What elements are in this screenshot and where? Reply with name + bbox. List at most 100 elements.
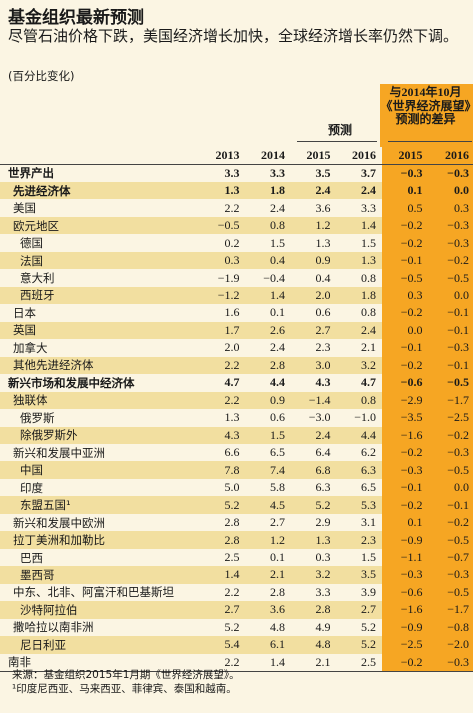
table-cell: 2.2: [224, 584, 240, 599]
table-cell: −0.8: [428, 618, 473, 637]
table-cell: 5.2: [361, 619, 376, 634]
row-label: 新兴和发展中欧洲: [13, 515, 105, 530]
table-cell: 1.3: [291, 531, 337, 549]
table-row: 墨西哥 1.4 2.1 3.2 3.5 −0.3 −0.3: [0, 566, 473, 584]
table-cell: 2.0: [224, 340, 240, 355]
table-cell: 6.2: [361, 445, 376, 460]
table-cell: 4.7: [361, 375, 376, 390]
table-cell: −0.3: [428, 216, 473, 235]
table-cell: 3.3: [315, 584, 331, 599]
footnote: ¹印度尼西亚、马来西亚、菲律宾、泰国和越南。: [12, 683, 237, 695]
row-label: 南非: [0, 653, 200, 672]
column-header: 2014: [245, 147, 291, 165]
forecast-header: 预测: [327, 123, 352, 137]
table-cell: 2.8: [245, 356, 291, 375]
table-cell: 0.6: [270, 410, 285, 425]
table-cell: 2.9: [315, 515, 331, 530]
table-cell: 3.6: [245, 601, 291, 619]
table-cell: 4.3: [200, 426, 246, 444]
table-cell: −0.3: [428, 653, 473, 672]
table-row: 俄罗斯 1.3 0.6 −3.0 −1.0 −3.5 −2.5: [0, 409, 473, 427]
table-cell: −0.2: [382, 443, 429, 462]
table-cell: 1.4: [336, 216, 382, 235]
table-cell: 0.5: [382, 199, 429, 217]
row-label: 东盟五国¹: [0, 496, 200, 514]
column-header: 2016: [336, 147, 382, 165]
table-cell: −0.6: [382, 374, 429, 392]
table-cell: −0.2: [382, 496, 429, 514]
table-cell: 0.1: [270, 305, 285, 320]
table-cell: −2.5: [428, 409, 473, 427]
row-label: 德国: [20, 236, 43, 251]
table-cell: 3.9: [361, 584, 376, 599]
table-cell: 5.8: [270, 480, 285, 495]
table-cell: −2.9: [382, 391, 429, 410]
table-row: 巴西 2.5 0.1 0.3 1.5 −1.1 −0.7: [0, 548, 473, 567]
column-header: 2015: [291, 147, 337, 165]
table-cell: 0.9: [245, 391, 291, 410]
table-cell: 2.2: [200, 653, 246, 672]
row-label: 印度: [20, 480, 43, 495]
table-row: 新兴市场和发展中经济体 4.7 4.4 4.3 4.7 −0.6 −0.5: [0, 374, 473, 392]
table-cell: 4.9: [315, 619, 331, 634]
table-cell: 2.2: [200, 356, 246, 375]
table-cell: −0.3: [382, 164, 429, 182]
table-cell: 0.8: [361, 305, 376, 320]
table-row: 日本 1.6 0.1 0.6 0.8 −0.2 −0.1: [0, 304, 473, 322]
table-cell: −0.1: [382, 251, 429, 270]
table-cell: −1.2: [200, 286, 246, 305]
table-cell: 1.4: [200, 566, 246, 584]
table-cell: −2.0: [428, 636, 473, 654]
table-row: 英国 1.7 2.6 2.7 2.4 0.0 −0.1: [0, 321, 473, 340]
table-cell: 4.8: [270, 619, 285, 634]
table-cell: 2.5: [224, 550, 240, 565]
table-cell: 2.1: [361, 340, 376, 355]
table-cell: 0.8: [361, 270, 376, 285]
table-row: 南非 2.2 1.4 2.1 2.5 −0.2 −0.3: [0, 653, 473, 672]
table-cell: 6.5: [361, 480, 376, 495]
table-cell: −1.6: [382, 426, 429, 444]
table-row: 中东、北非、阿富汗和巴基斯坦 2.2 2.8 3.3 3.9 −0.6 −0.5: [0, 583, 473, 602]
row-label: 中东、北非、阿富汗和巴基斯坦: [13, 585, 174, 600]
table-cell: −0.3: [428, 234, 473, 252]
table-row: 西班牙 −1.2 1.4 2.0 1.8 0.3 0.0: [0, 286, 473, 305]
table-row: 印度 5.0 5.8 6.3 6.5 −0.1 0.0: [0, 478, 473, 497]
row-label: 法国: [0, 251, 200, 270]
table-cell: 0.0: [428, 181, 473, 200]
table-cell: −0.1: [428, 356, 473, 375]
table-cell: 6.6: [224, 445, 240, 460]
row-label: 日本: [13, 305, 36, 320]
table-cell: −0.2: [428, 251, 473, 270]
row-label: 独联体: [0, 391, 200, 410]
table-cell: −0.9: [382, 618, 429, 637]
table-cell: −0.2: [382, 216, 429, 235]
table-cell: 5.4: [200, 636, 246, 654]
table-cell: 0.1: [382, 513, 429, 532]
table-cell: 5.2: [336, 636, 382, 654]
row-label: 沙特阿拉伯: [0, 601, 200, 619]
table-cell: 2.0: [291, 286, 337, 305]
table-cell: −0.5: [428, 374, 473, 392]
row-label: 拉丁美洲和加勒比: [0, 531, 200, 549]
table-cell: −1.6: [382, 601, 429, 619]
table-cell: 3.5: [336, 566, 382, 584]
table-cell: 0.0: [382, 321, 429, 340]
table-row: 东盟五国¹ 5.2 4.5 5.2 5.3 −0.2 −0.1: [0, 496, 473, 514]
table-cell: 0.3: [382, 286, 429, 305]
table-cell: −0.1: [428, 321, 473, 340]
forecast-table: 2013 2014 2015 2016 2015 2016 世界产出 3.3 3.3 3.5 3.7…: [0, 147, 473, 672]
table-cell: 2.4: [291, 181, 337, 200]
table-row: 德国 0.2 1.5 1.3 1.5 −0.2 −0.3: [0, 234, 473, 252]
difference-header: 与2014年10月《世界经济展望》预测的差异: [380, 85, 471, 126]
table-cell: −1.7: [428, 601, 473, 619]
table-cell: 2.3: [336, 531, 382, 549]
table-cell: 1.3: [336, 251, 382, 270]
table-cell: 2.7: [200, 601, 246, 619]
table-cell: −2.5: [382, 636, 429, 654]
table-cell: 5.2: [291, 496, 337, 514]
table-cell: −1.1: [382, 548, 429, 567]
table-cell: 2.4: [270, 340, 285, 355]
table-cell: 1.3: [315, 235, 331, 250]
table-cell: −0.1: [428, 496, 473, 514]
unit-label: (百分比变化): [8, 69, 75, 83]
